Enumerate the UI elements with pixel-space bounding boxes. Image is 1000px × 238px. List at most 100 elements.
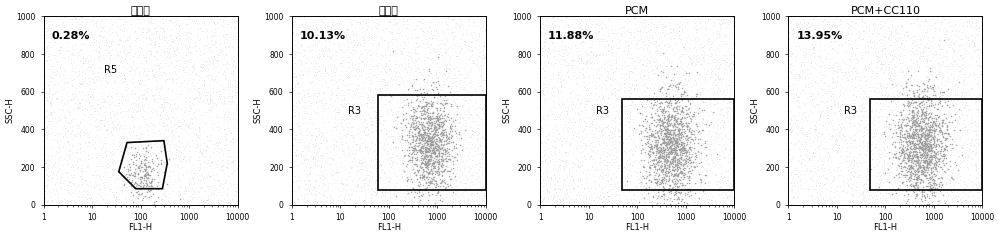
- Point: [446, 155, 462, 159]
- Point: [916, 113, 932, 117]
- Point: [142, 151, 158, 154]
- Point: [944, 29, 960, 33]
- Point: [939, 166, 955, 170]
- Point: [414, 125, 430, 129]
- Point: [877, 129, 893, 133]
- Point: [918, 144, 934, 148]
- Point: [368, 178, 384, 181]
- Point: [417, 146, 433, 150]
- Point: [324, 64, 340, 67]
- Point: [223, 100, 239, 104]
- Point: [72, 47, 88, 50]
- Point: [879, 145, 895, 149]
- Point: [868, 100, 884, 104]
- Point: [847, 133, 863, 137]
- Point: [888, 188, 904, 192]
- Point: [674, 146, 690, 150]
- Point: [875, 101, 891, 104]
- Point: [916, 33, 932, 37]
- Point: [334, 148, 350, 152]
- Point: [824, 92, 840, 96]
- Point: [840, 22, 856, 26]
- Point: [840, 116, 856, 120]
- Point: [37, 109, 53, 113]
- Point: [386, 17, 402, 21]
- Point: [870, 81, 886, 84]
- Point: [430, 55, 446, 59]
- Point: [408, 134, 424, 138]
- Point: [964, 116, 980, 120]
- Point: [886, 121, 902, 124]
- Point: [911, 168, 927, 171]
- Point: [896, 171, 912, 175]
- Point: [659, 100, 675, 104]
- Point: [563, 197, 579, 201]
- Point: [444, 176, 460, 180]
- Point: [534, 46, 550, 50]
- Point: [416, 130, 432, 134]
- Point: [60, 190, 76, 194]
- Point: [440, 23, 456, 27]
- Point: [126, 188, 142, 192]
- Point: [559, 187, 575, 190]
- Point: [640, 86, 656, 90]
- Point: [680, 79, 696, 82]
- Point: [306, 197, 322, 201]
- Point: [617, 116, 633, 119]
- Point: [667, 156, 683, 160]
- Point: [880, 196, 896, 199]
- Point: [847, 144, 863, 148]
- Point: [222, 139, 238, 143]
- Point: [661, 179, 677, 183]
- Point: [570, 165, 586, 169]
- Point: [142, 173, 158, 176]
- Point: [457, 73, 473, 76]
- Point: [789, 25, 805, 29]
- Point: [171, 178, 187, 182]
- Point: [364, 25, 380, 29]
- Point: [902, 151, 918, 155]
- Point: [846, 101, 862, 105]
- Point: [39, 45, 55, 49]
- Point: [333, 69, 349, 73]
- Point: [413, 149, 429, 153]
- Point: [110, 54, 126, 58]
- Point: [152, 20, 168, 23]
- Point: [415, 78, 431, 82]
- Point: [315, 202, 331, 205]
- Point: [868, 34, 884, 38]
- Point: [112, 143, 128, 147]
- Point: [961, 152, 977, 156]
- Point: [782, 116, 798, 120]
- Point: [369, 68, 385, 72]
- Point: [213, 163, 229, 167]
- Point: [953, 94, 969, 98]
- Point: [379, 83, 395, 87]
- Point: [973, 107, 989, 111]
- Point: [396, 154, 412, 157]
- Point: [891, 47, 907, 50]
- Point: [642, 175, 658, 179]
- Point: [537, 153, 553, 156]
- Point: [683, 58, 699, 62]
- Point: [571, 17, 587, 21]
- Point: [675, 170, 691, 174]
- Point: [288, 153, 304, 157]
- Point: [557, 164, 573, 168]
- Point: [910, 178, 926, 181]
- Point: [294, 37, 310, 40]
- Point: [453, 95, 469, 99]
- Point: [654, 136, 670, 140]
- Point: [468, 62, 484, 66]
- Point: [563, 126, 579, 130]
- Point: [305, 76, 321, 80]
- Point: [582, 16, 598, 20]
- Point: [823, 94, 839, 98]
- Point: [318, 33, 334, 36]
- Point: [342, 114, 358, 118]
- Point: [166, 69, 182, 73]
- Point: [452, 144, 468, 147]
- Point: [333, 161, 349, 165]
- Point: [964, 33, 980, 37]
- Point: [418, 145, 434, 149]
